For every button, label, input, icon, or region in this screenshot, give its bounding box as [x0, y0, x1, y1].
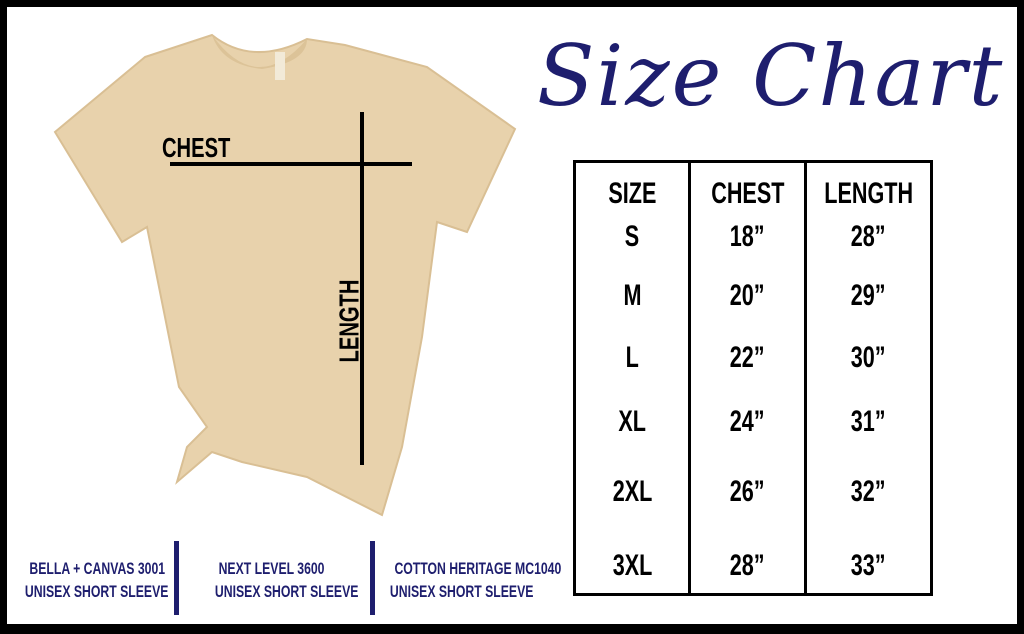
brand-labels: BELLA + CANVAS 3001 UNISEX SHORT SLEEVE N… [7, 535, 567, 615]
cell-size: 3XL [612, 549, 652, 582]
header-chest: CHEST [710, 177, 785, 210]
size-table: SIZE S M L XL 2XL 3XL CHEST 18” 20” 22” … [573, 160, 933, 596]
page-title: Size Chart [537, 27, 1005, 125]
brand-cotton-heritage: COTTON HERITAGE MC1040 UNISEX SHORT SLEEV… [390, 559, 562, 601]
tshirt-illustration [53, 33, 517, 517]
cell-chest: 26” [730, 475, 765, 508]
brand-bella-canvas: BELLA + CANVAS 3001 UNISEX SHORT SLEEVE [25, 559, 169, 601]
cell-chest: 24” [730, 405, 765, 438]
cell-chest: 18” [730, 220, 765, 253]
cell-length: 30” [850, 341, 886, 374]
cell-size: S [624, 220, 640, 253]
brand-separator [370, 541, 375, 615]
cell-length: 32” [850, 475, 886, 508]
cell-size: 2XL [612, 475, 652, 508]
size-column: SIZE S M L XL 2XL 3XL [576, 163, 692, 593]
brand-next-level: NEXT LEVEL 3600 UNISEX SHORT SLEEVE [214, 559, 359, 601]
cell-length: 28” [850, 220, 886, 253]
cell-size: XL [618, 405, 646, 438]
length-label: LENGTH [333, 279, 365, 363]
chest-column: CHEST 18” 20” 22” 24” 26” 28” [691, 163, 807, 593]
cell-chest: 22” [730, 341, 765, 374]
cell-length: 33” [850, 549, 886, 582]
cell-chest: 28” [730, 549, 765, 582]
brand-separator [174, 541, 179, 615]
header-size: SIZE [608, 177, 657, 210]
cell-size: M [623, 279, 642, 312]
header-length: LENGTH [823, 177, 913, 210]
cell-size: L [625, 341, 639, 374]
cell-chest: 20” [730, 279, 765, 312]
chest-label: CHEST [162, 132, 231, 163]
cell-length: 31” [850, 405, 886, 438]
length-column: LENGTH 28” 29” 30” 31” 32” 33” [807, 163, 930, 593]
tshirt-shape [53, 33, 517, 517]
size-chart-frame: CHEST LENGTH Size Chart SIZE S M L XL 2X… [7, 7, 1017, 624]
tshirt-tag [275, 52, 285, 80]
cell-length: 29” [850, 279, 886, 312]
